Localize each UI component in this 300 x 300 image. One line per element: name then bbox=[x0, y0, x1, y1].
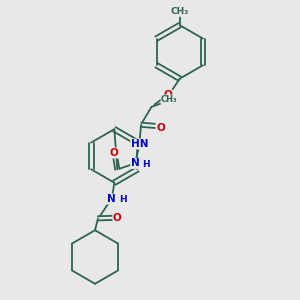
Text: O: O bbox=[110, 148, 119, 158]
Text: N: N bbox=[131, 158, 140, 168]
Text: CH₃: CH₃ bbox=[161, 95, 178, 104]
Text: H: H bbox=[119, 195, 127, 204]
Text: O: O bbox=[113, 213, 122, 224]
Text: N: N bbox=[107, 194, 116, 204]
Text: H: H bbox=[142, 160, 150, 169]
Text: O: O bbox=[156, 123, 165, 133]
Text: HN: HN bbox=[131, 139, 148, 149]
Text: CH₃: CH₃ bbox=[171, 7, 189, 16]
Text: O: O bbox=[164, 90, 172, 100]
